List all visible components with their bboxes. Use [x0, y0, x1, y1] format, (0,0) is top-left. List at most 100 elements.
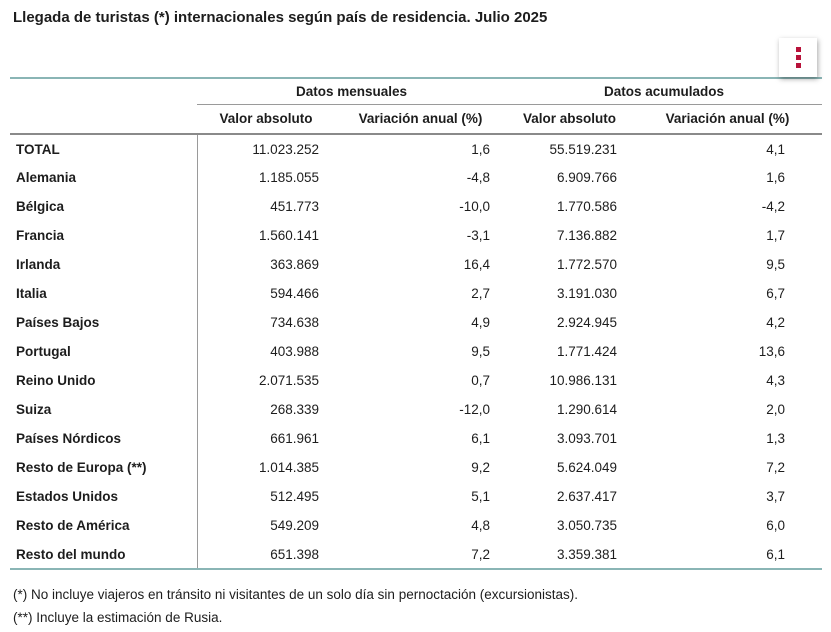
cell-accumulated-variation-pct: -4,2	[761, 199, 786, 214]
column-header-accumulated-value: Valor absoluto	[506, 104, 634, 135]
tourists-table: Datos mensuales Datos acumulados Valor a…	[10, 77, 823, 570]
cell-monthly-variation-pct: -12,0	[459, 402, 491, 417]
cell-accumulated-variation-pct: 4,3	[766, 373, 786, 388]
footnote-asterisk: (*) No incluye viajeros en tránsito ni v…	[13, 587, 579, 602]
cell-accumulated-value: 55.519.231	[549, 141, 618, 157]
cell-accumulated-value: 3.191.030	[556, 286, 618, 301]
cell-monthly-value: 594.466	[196, 279, 335, 308]
cell-monthly-value: 1.014.385	[196, 453, 335, 482]
cell-monthly-value: 651.398	[196, 540, 335, 569]
cell-monthly-variation-pct: 7,2	[471, 546, 491, 562]
cell-accumulated-value: 10.986.131	[549, 373, 618, 388]
cell-monthly-variation-pct: 5,1	[471, 489, 491, 504]
cell-monthly-variation-pct: -3,1	[466, 228, 491, 243]
cell-monthly-value: 451.773	[196, 192, 335, 221]
cell-monthly-value: 734.638	[196, 308, 335, 337]
context-menu-button[interactable]	[779, 38, 817, 77]
table-row: Irlanda 363.869 16,4 1.772.570 9,5	[10, 250, 822, 279]
row-label: Países Bajos	[16, 315, 100, 330]
row-label: TOTAL	[16, 141, 60, 157]
cell-accumulated-value: 1.770.586	[556, 199, 618, 214]
column-header-row: Valor absoluto Variación anual (%) Valor…	[10, 104, 823, 135]
table-row: Estados Unidos 512.495 5,1 2.637.417 3,7	[10, 482, 822, 511]
cell-monthly-variation-pct: 2,7	[471, 286, 491, 301]
row-label: Bélgica	[16, 199, 65, 214]
cell-accumulated-value: 3.359.381	[556, 546, 618, 562]
column-header-accumulated-variation: Variación anual (%)	[633, 104, 823, 135]
table-row: Suiza 268.339 -12,0 1.290.614 2,0	[10, 395, 822, 424]
cell-monthly-variation-pct: 6,1	[471, 431, 491, 446]
cell-monthly-variation-pct: 1,6	[471, 141, 491, 157]
cell-monthly-value: 2.071.535	[196, 366, 335, 395]
cell-monthly-variation-pct: 0,7	[471, 373, 491, 388]
cell-monthly-value: 1.560.141	[196, 221, 335, 250]
table-row: Portugal 403.988 9,5 1.771.424 13,6	[10, 337, 822, 366]
table-row: Alemania 1.185.055 -4,8 6.909.766 1,6	[10, 163, 822, 192]
cell-accumulated-value: 5.624.049	[556, 460, 618, 475]
table-body: TOTAL 11.023.252 1,6 55.519.231 4,1 Alemania 1…	[10, 134, 822, 569]
cell-monthly-value: 268.339	[196, 395, 335, 424]
footnotes: (*) No incluye viajeros en tránsito ni v…	[13, 583, 831, 629]
row-label: Portugal	[16, 344, 71, 359]
cell-accumulated-variation-pct: 3,7	[766, 489, 786, 504]
cell-accumulated-value: 2.924.945	[556, 315, 618, 330]
cell-monthly-variation-pct: -4,8	[466, 170, 491, 185]
cell-monthly-variation-pct: 4,9	[471, 315, 491, 330]
empty-corner-cell	[10, 78, 197, 104]
row-label: Resto de América	[16, 518, 130, 533]
table-head: Datos mensuales Datos acumulados Valor a…	[10, 78, 823, 135]
row-label: Suiza	[16, 402, 52, 417]
cell-accumulated-variation-pct: 4,2	[766, 315, 786, 330]
table-row: Resto de Europa (**) 1.014.385 9,2 5.624.04…	[10, 453, 822, 482]
table-row: TOTAL 11.023.252 1,6 55.519.231 4,1	[10, 134, 822, 163]
cell-monthly-variation-pct: 9,2	[471, 460, 491, 475]
cell-accumulated-variation-pct: 1,7	[766, 228, 786, 243]
cell-monthly-value: 1.185.055	[196, 163, 335, 192]
cell-accumulated-variation-pct: 7,2	[766, 460, 786, 475]
column-header-monthly-variation: Variación anual (%)	[335, 104, 507, 135]
cell-accumulated-value: 1.290.614	[556, 402, 618, 417]
table-row: Resto del mundo 651.398 7,2 3.359.381 6,1	[10, 540, 822, 569]
table-row: Países Bajos 734.638 4,9 2.924.945 4,2	[10, 308, 822, 337]
cell-accumulated-variation-pct: 4,1	[766, 141, 786, 157]
row-label: Francia	[16, 228, 65, 243]
cell-accumulated-value: 7.136.882	[556, 228, 618, 243]
page-title: Llegada de turistas (*) internacionales …	[13, 9, 548, 26]
cell-accumulated-variation-pct: 6,1	[766, 546, 786, 562]
row-label: Reino Unido	[16, 373, 96, 388]
row-label: Países Nórdicos	[16, 431, 122, 446]
table-row: Bélgica 451.773 -10,0 1.770.586 -4,2	[10, 192, 822, 221]
cell-accumulated-value: 6.909.766	[556, 170, 618, 185]
cell-accumulated-value: 1.772.570	[556, 257, 618, 272]
table-row: Italia 594.466 2,7 3.191.030 6,7	[10, 279, 822, 308]
group-header-accumulated: Datos acumulados	[506, 78, 823, 105]
cell-monthly-variation-pct: -10,0	[459, 199, 491, 214]
row-label: Alemania	[16, 170, 77, 185]
row-label: Resto del mundo	[16, 546, 126, 562]
cell-accumulated-value: 2.637.417	[556, 489, 618, 504]
row-label: Irlanda	[16, 257, 61, 272]
cell-accumulated-variation-pct: 13,6	[758, 344, 786, 359]
cell-accumulated-variation-pct: 6,0	[766, 518, 786, 533]
row-label: Estados Unidos	[16, 489, 119, 504]
cell-monthly-value: 549.209	[196, 511, 335, 540]
footnote-double-asterisk: (**) Incluye la estimación de Rusia.	[13, 610, 223, 625]
cell-accumulated-variation-pct: 6,7	[766, 286, 786, 301]
cell-monthly-value: 11.023.252	[196, 134, 335, 163]
cell-accumulated-variation-pct: 9,5	[766, 257, 786, 272]
column-header-monthly-value: Valor absoluto	[197, 104, 335, 135]
cell-accumulated-value: 1.771.424	[556, 344, 618, 359]
table-row: Países Nórdicos 661.961 6,1 3.093.701 1,3	[10, 424, 822, 453]
row-label: Resto de Europa (**)	[16, 460, 147, 475]
cell-accumulated-variation-pct: 1,6	[766, 170, 786, 185]
cell-accumulated-value: 3.093.701	[556, 431, 618, 446]
group-header-monthly: Datos mensuales	[197, 78, 507, 105]
cell-monthly-value: 403.988	[196, 337, 335, 366]
kebab-menu-icon	[779, 47, 817, 68]
cell-monthly-value: 363.869	[196, 250, 335, 279]
table-row: Resto de América 549.209 4,8 3.050.735 6,0	[10, 511, 822, 540]
cell-monthly-variation-pct: 4,8	[471, 518, 491, 533]
empty-corner-cell	[10, 104, 197, 135]
cell-accumulated-value: 3.050.735	[556, 518, 618, 533]
